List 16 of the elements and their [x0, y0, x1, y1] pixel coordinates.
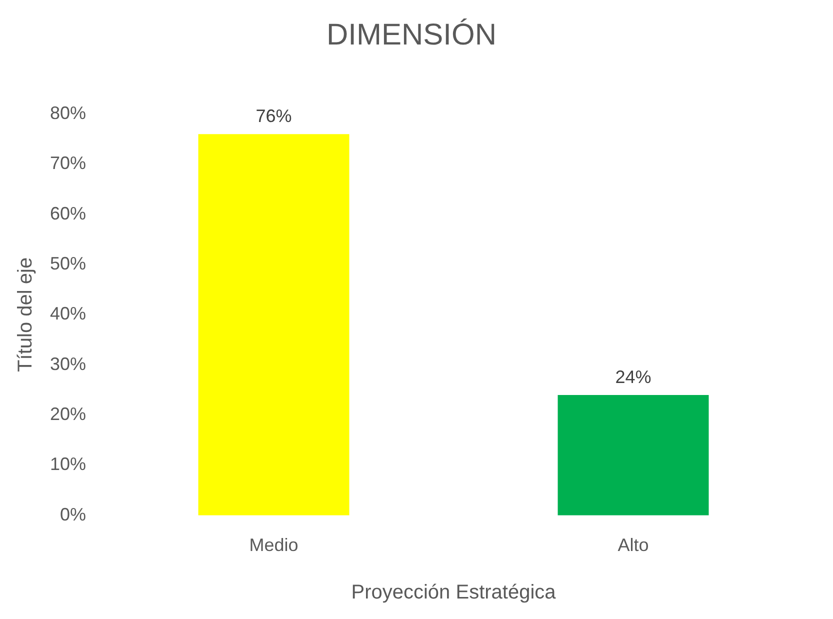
y-tick-label: 60%: [50, 203, 86, 224]
y-axis-title: Título del eje: [14, 257, 37, 372]
data-label: 76%: [256, 106, 292, 126]
x-axis-title: Proyección Estratégica: [351, 582, 557, 604]
y-tick-label: 50%: [50, 253, 86, 274]
data-label: 24%: [615, 366, 652, 387]
x-tick-label: Alto: [618, 535, 649, 556]
y-tick-label: 0%: [60, 504, 86, 524]
x-tick-label: Medio: [249, 535, 298, 556]
y-tick-label: 40%: [50, 304, 86, 324]
y-tick-label: 30%: [50, 354, 86, 374]
y-tick-label: 20%: [50, 404, 86, 424]
y-tick-label: 70%: [50, 153, 86, 174]
y-tick-label: 10%: [50, 454, 86, 474]
y-tick-label: 80%: [50, 102, 86, 123]
chart-title: DIMENSIÓN: [326, 17, 497, 52]
